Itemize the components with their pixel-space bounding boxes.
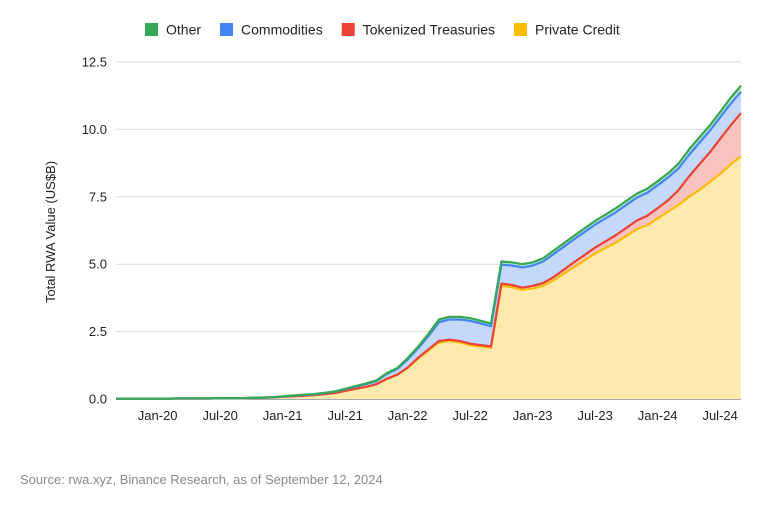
legend-swatch: [514, 23, 528, 36]
x-tick-label: Jul-21: [327, 408, 362, 423]
x-tick-label: Jan-20: [138, 408, 178, 423]
y-axis: 0.0 2.5 5.0 7.5 10.0 12.5: [82, 55, 107, 407]
legend-label: Other: [166, 22, 201, 38]
x-tick-label: Jan-21: [263, 408, 303, 423]
x-tick-label: Jan-24: [638, 408, 678, 423]
x-tick-label: Jan-22: [388, 408, 428, 423]
legend-swatch: [220, 23, 234, 36]
legend-label: Tokenized Treasuries: [363, 22, 495, 38]
legend-item: Tokenized Treasuries: [341, 22, 495, 38]
x-axis: Jan-20 Jul-20 Jan-21 Jul-21 Jan-22 Jul-22 Jan-…: [138, 408, 738, 423]
y-tick-label: 5.0: [89, 257, 107, 272]
area-layers: [116, 85, 741, 399]
area-private-credit: [116, 156, 741, 399]
x-tick-label: Jul-24: [702, 408, 737, 423]
x-tick-label: Jul-23: [577, 408, 612, 423]
y-tick-label: 2.5: [89, 324, 107, 339]
legend-swatch: [145, 23, 158, 36]
y-tick-label: 10.0: [82, 122, 107, 137]
source-note: Source: rwa.xyz, Binance Research, as of…: [20, 472, 383, 487]
legend-label: Commodities: [241, 22, 323, 38]
y-tick-label: 0.0: [89, 392, 107, 407]
x-tick-label: Jan-23: [513, 408, 553, 423]
y-tick-label: 12.5: [82, 55, 107, 70]
line-other: [116, 84, 742, 400]
legend-swatch: [341, 23, 355, 36]
y-tick-label: 7.5: [89, 189, 107, 204]
legend-item: Private Credit: [514, 22, 620, 38]
stacked-area-chart: Other Commodities Tokenized Treasuries Priv…: [43, 22, 742, 423]
y-axis-title: Total RWA Value (US$B): [43, 161, 58, 303]
legend-item: Other: [145, 22, 201, 38]
x-tick-label: Jul-20: [202, 408, 237, 423]
series-lines: [116, 84, 742, 400]
chart-legend: Other Commodities Tokenized Treasuries Priv…: [145, 22, 620, 38]
legend-label: Private Credit: [535, 22, 620, 38]
x-tick-label: Jul-22: [452, 408, 487, 423]
legend-item: Commodities: [220, 22, 323, 38]
